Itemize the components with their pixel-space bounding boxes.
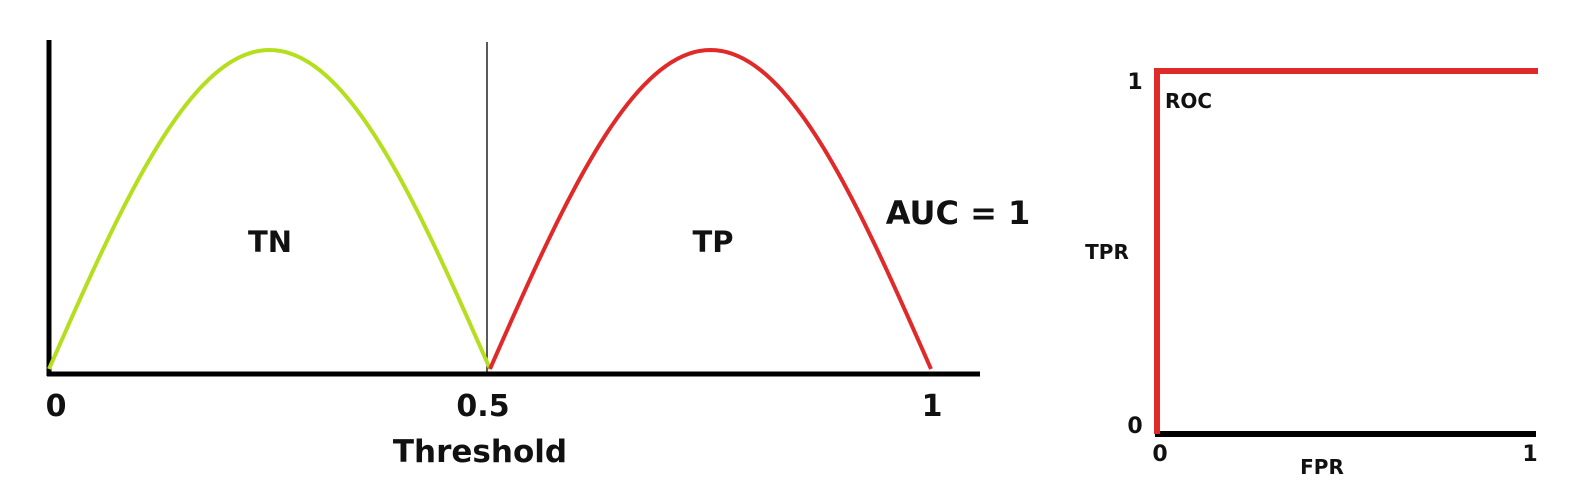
x-tick-label-1: 1 [922, 389, 943, 424]
roc-y-tick-0: 0 [1127, 414, 1142, 439]
roc-chart: ROC 1 0 0 1 TPR FPR [1085, 68, 1538, 479]
roc-x-axis-title: FPR [1300, 455, 1344, 479]
auc-annotation: AUC = 1 [886, 194, 1031, 232]
series-curve-tn [47, 48, 492, 370]
roc-y-tick-1: 1 [1127, 70, 1142, 95]
series-curve-tp [488, 48, 933, 370]
roc-curve-label: ROC [1165, 89, 1212, 113]
tn-label: TN [248, 225, 292, 259]
roc-series-group [1154, 68, 1538, 434]
x-axis-title: Threshold [393, 434, 567, 470]
roc-y-axis-title: TPR [1085, 240, 1129, 264]
roc-x-tick-0: 0 [1152, 442, 1167, 467]
tp-label: TP [692, 225, 733, 259]
distribution-chart: 0 0.5 1 Threshold TN TP AUC = 1 [46, 40, 1031, 470]
x-tick-label-0.5: 0.5 [456, 389, 509, 424]
x-tick-label-0: 0 [46, 389, 67, 424]
roc-curve-line [1154, 68, 1538, 434]
distribution-series-group [47, 48, 933, 370]
roc-x-tick-1: 1 [1522, 442, 1537, 467]
